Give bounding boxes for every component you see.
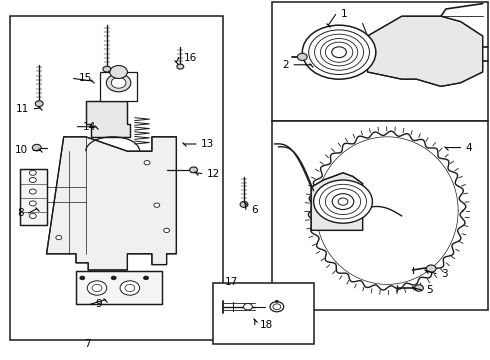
Bar: [10, 16, 223, 340]
Circle shape: [29, 189, 36, 194]
Circle shape: [144, 161, 150, 165]
Text: 13: 13: [201, 139, 214, 149]
Text: 12: 12: [207, 168, 220, 179]
Circle shape: [80, 276, 85, 280]
Circle shape: [32, 144, 41, 151]
Bar: [213, 283, 314, 344]
Text: 3: 3: [441, 269, 448, 279]
Circle shape: [111, 276, 116, 280]
Circle shape: [177, 64, 184, 69]
Circle shape: [309, 30, 369, 75]
Circle shape: [103, 66, 111, 72]
Text: 18: 18: [260, 320, 273, 330]
Circle shape: [56, 235, 62, 240]
Circle shape: [415, 285, 423, 291]
Polygon shape: [311, 173, 363, 230]
Polygon shape: [76, 271, 162, 304]
Text: 8: 8: [17, 208, 24, 218]
Bar: [100, 72, 137, 101]
Circle shape: [111, 77, 126, 88]
Circle shape: [314, 180, 372, 223]
Polygon shape: [47, 137, 176, 270]
Circle shape: [92, 284, 102, 292]
Circle shape: [297, 53, 307, 60]
Circle shape: [270, 302, 284, 312]
Circle shape: [273, 304, 281, 310]
Text: 7: 7: [84, 339, 91, 349]
Polygon shape: [86, 101, 130, 137]
Bar: [272, 2, 488, 121]
Text: 9: 9: [96, 299, 102, 309]
Circle shape: [29, 213, 36, 219]
Text: 4: 4: [466, 143, 472, 153]
Circle shape: [325, 189, 361, 215]
Circle shape: [240, 202, 248, 207]
Text: 16: 16: [184, 53, 197, 63]
Polygon shape: [20, 169, 47, 225]
Circle shape: [125, 284, 135, 292]
Text: 11: 11: [16, 104, 29, 114]
Circle shape: [332, 194, 354, 210]
Circle shape: [144, 276, 148, 280]
Polygon shape: [368, 16, 483, 86]
Text: 10: 10: [15, 145, 28, 156]
Circle shape: [120, 281, 140, 295]
Text: 1: 1: [341, 9, 347, 19]
Circle shape: [332, 47, 346, 58]
Circle shape: [110, 66, 127, 78]
Circle shape: [29, 170, 36, 175]
Circle shape: [35, 101, 43, 107]
Circle shape: [29, 177, 36, 183]
Circle shape: [275, 300, 278, 302]
Circle shape: [244, 303, 252, 310]
Circle shape: [315, 34, 364, 70]
Circle shape: [325, 42, 353, 62]
Text: 15: 15: [78, 73, 92, 84]
Circle shape: [29, 201, 36, 206]
Circle shape: [426, 265, 436, 272]
Text: 5: 5: [426, 285, 433, 295]
Circle shape: [338, 198, 348, 205]
Text: 6: 6: [251, 204, 258, 215]
Text: 14: 14: [82, 122, 96, 132]
Text: 2: 2: [282, 60, 289, 70]
Text: 17: 17: [225, 276, 238, 287]
Circle shape: [87, 281, 107, 295]
Circle shape: [154, 203, 160, 207]
Circle shape: [164, 228, 170, 233]
Circle shape: [106, 74, 131, 92]
Circle shape: [190, 167, 197, 173]
Circle shape: [320, 39, 358, 66]
Circle shape: [319, 184, 367, 219]
Circle shape: [302, 25, 376, 79]
Bar: [272, 121, 488, 310]
